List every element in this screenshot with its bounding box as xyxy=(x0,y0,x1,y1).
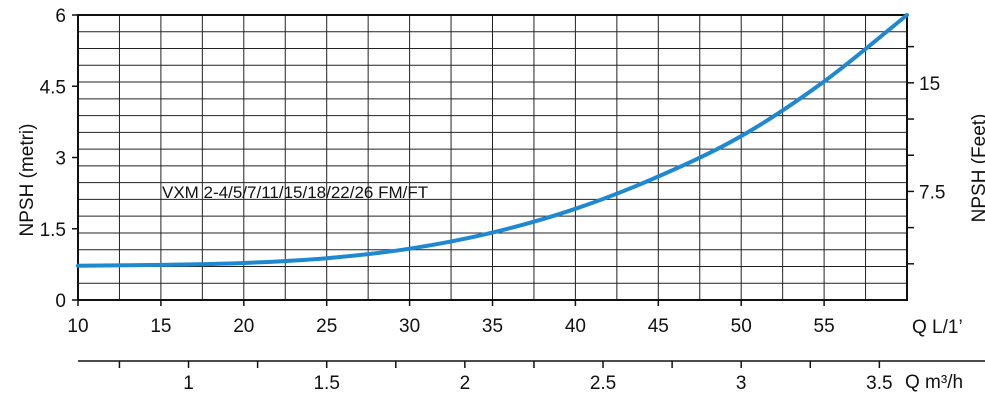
x-axis-title-primary: Q L/1’ xyxy=(912,317,963,338)
x-tick-label-primary: 50 xyxy=(731,316,752,337)
y-tick-label-right: 7.5 xyxy=(919,182,945,203)
y-tick-label-right: 15 xyxy=(919,74,940,95)
y-tick-label-left: 4.5 xyxy=(40,77,66,98)
y-axis-title-right: NPSH (Feet) xyxy=(969,114,985,223)
axis-ticks xyxy=(72,14,914,368)
x-tick-label-primary: 40 xyxy=(565,316,586,337)
npsh-curve xyxy=(76,13,909,268)
y-tick-label-left: 1.5 xyxy=(40,220,66,241)
x-axis-title-secondary: Q m³/h xyxy=(905,372,963,393)
x-tick-label-secondary: 3.5 xyxy=(866,373,892,394)
x-tick-label-primary: 15 xyxy=(150,316,171,337)
model-annotation: VXM 2-4/5/7/11/15/18/22/26 FM/FT xyxy=(162,183,428,202)
grid xyxy=(78,15,907,300)
tick-labels: 0 1.5 3 4.5 6 7.5 15 10 15 20 25 30 35 40 45 50 55 1 1.5 2 2… xyxy=(40,6,946,394)
x-tick-label-primary: 30 xyxy=(399,316,420,337)
x-tick-label-primary: 45 xyxy=(648,316,669,337)
series-layer xyxy=(76,13,909,268)
y-tick-label-left: 0 xyxy=(55,291,66,312)
y-axis-title-left: NPSH (metri) xyxy=(17,124,38,237)
x-tick-label-secondary: 3 xyxy=(736,373,747,394)
y-tick-label-left: 6 xyxy=(55,6,66,27)
x-tick-label-primary: 35 xyxy=(482,316,503,337)
x-tick-label-secondary: 1.5 xyxy=(313,373,339,394)
x-tick-label-primary: 10 xyxy=(67,316,88,337)
x-tick-label-primary: 25 xyxy=(316,316,337,337)
y-tick-label-left: 3 xyxy=(55,149,66,170)
x-tick-label-primary: 20 xyxy=(233,316,254,337)
x-tick-label-secondary: 2.5 xyxy=(590,373,616,394)
x-tick-label-secondary: 2 xyxy=(460,373,471,394)
x-tick-label-secondary: 1 xyxy=(183,373,194,394)
x-tick-label-primary: 55 xyxy=(814,316,835,337)
